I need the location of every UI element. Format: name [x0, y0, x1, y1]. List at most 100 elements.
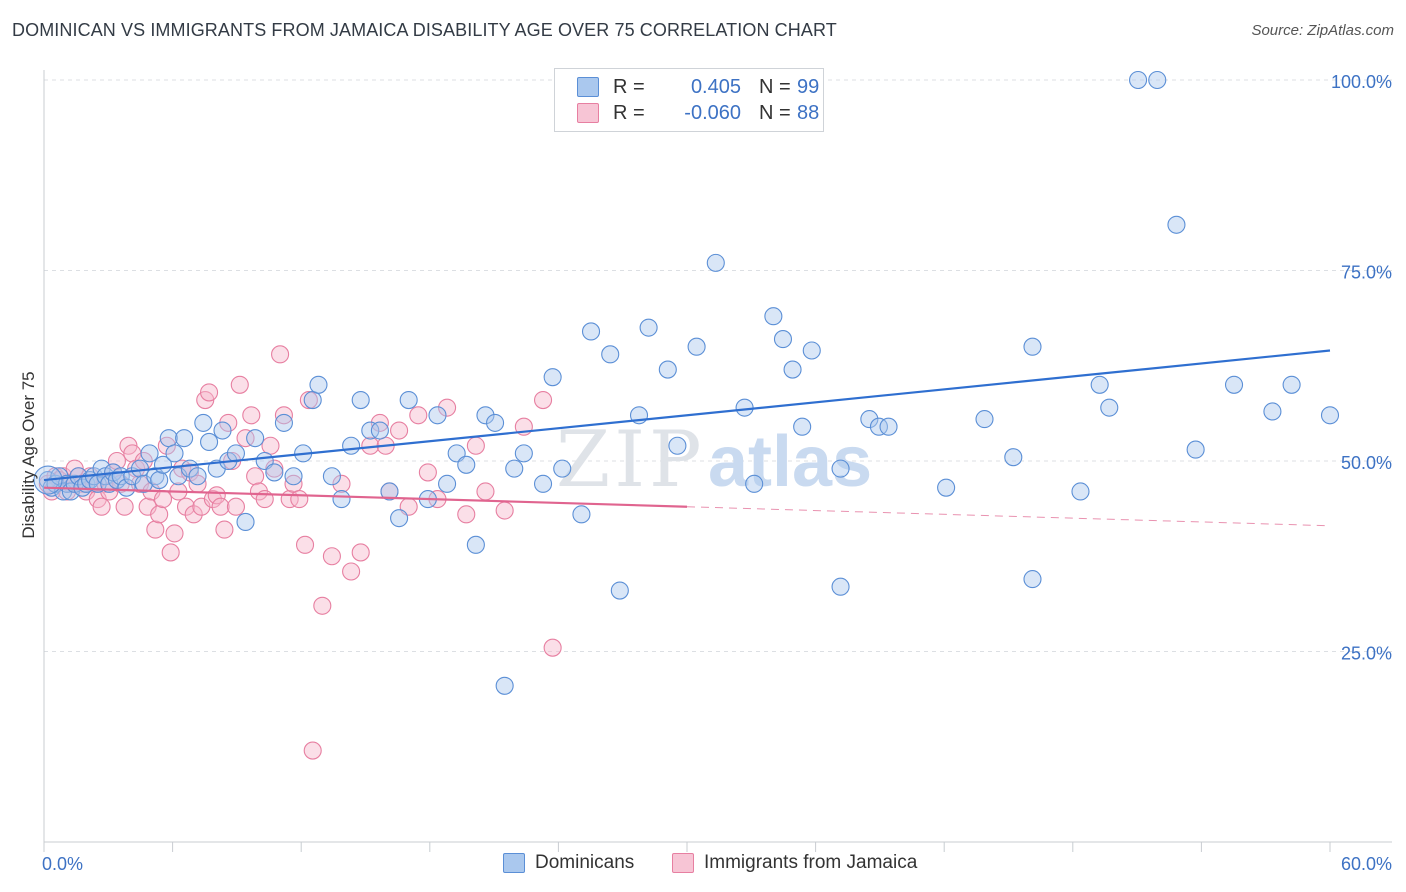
jamaica-point — [265, 459, 284, 478]
jamaica-point — [533, 390, 553, 410]
legend-n-label: N = — [759, 75, 791, 98]
dominican-point — [553, 459, 572, 478]
stats-legend: R = 0.405 N = 99 R = -0.060 N = 88 — [554, 68, 824, 132]
jamaica-point — [184, 505, 203, 524]
trend-lines — [43, 349, 1331, 527]
dominican-point — [213, 421, 232, 440]
dominican-point — [438, 474, 457, 493]
dominican-point — [265, 463, 284, 482]
dominican-point — [975, 410, 994, 429]
dominican-point — [380, 482, 399, 501]
jamaica-point — [274, 406, 293, 425]
jamaica-point — [215, 520, 234, 539]
series-dominicans — [33, 70, 1340, 695]
y-tick-label: 100.0% — [1331, 72, 1392, 92]
jamaica-point — [418, 463, 437, 482]
jamaica-point — [261, 436, 280, 455]
jamaica-point — [390, 421, 409, 440]
bottom-legend-dominicans: Dominicans — [503, 852, 634, 874]
bottom-legend-jamaica: Immigrants from Jamaica — [672, 852, 917, 874]
chart-title: DOMINICAN VS IMMIGRANTS FROM JAMAICA DIS… — [12, 20, 837, 40]
dominican-point — [764, 307, 783, 326]
jamaica-point — [236, 429, 255, 448]
dominican-point — [533, 474, 553, 493]
x-tick-label: 0.0% — [42, 854, 83, 874]
dominican-point — [188, 467, 207, 486]
dominican-point — [150, 470, 169, 490]
dominican-point — [486, 413, 505, 432]
legend-r-label: R = — [613, 101, 645, 124]
dominican-point — [581, 322, 601, 341]
dominican-point — [236, 512, 255, 532]
dominican-point — [831, 577, 850, 596]
dominican-point — [390, 509, 409, 528]
jamaica-point — [290, 490, 309, 509]
jamaica-point — [176, 497, 196, 516]
dominican-point — [399, 390, 418, 410]
legend-swatch-pink — [577, 103, 599, 123]
gridlines — [44, 79, 1392, 652]
dominican-point — [1090, 375, 1109, 394]
jamaica-point — [313, 596, 332, 615]
watermark-atlas: atlas — [708, 422, 872, 502]
jamaica-point — [165, 524, 184, 543]
jamaica-point — [153, 490, 173, 509]
dominican-point — [937, 478, 956, 497]
dominicans-trend-line — [43, 349, 1331, 482]
tick-labels: 25.0% 50.0% 75.0% 100.0% 0.0% 60.0% — [42, 72, 1392, 874]
jamaica-point — [351, 543, 370, 562]
jamaica-point — [226, 497, 245, 516]
y-tick-label: 50.0% — [1341, 453, 1392, 473]
jamaica-point — [495, 501, 514, 520]
dominican-point — [246, 429, 265, 448]
dominican-point — [706, 253, 725, 272]
dominican-point — [543, 368, 562, 387]
jamaica-point — [146, 520, 165, 539]
dominican-point — [1004, 448, 1023, 467]
jamaica-point — [211, 497, 230, 516]
jamaica-point — [271, 345, 290, 364]
jamaica-point — [303, 741, 322, 760]
watermark: ZIP atlas — [556, 415, 872, 505]
jamaica-point — [230, 375, 249, 394]
dominican-point — [117, 478, 136, 497]
dominican-point — [860, 410, 879, 429]
dominican-point — [309, 375, 328, 394]
dominican-point — [783, 360, 802, 379]
x-tick-label: 60.0% — [1341, 854, 1392, 874]
jamaica-point — [246, 467, 265, 486]
dominican-point — [351, 390, 370, 410]
dominican-point — [1023, 337, 1042, 356]
dominican-point — [1263, 402, 1282, 421]
jamaica-point — [370, 413, 389, 432]
y-axis-label: Disability Age Over 75 — [19, 371, 38, 538]
dominican-point — [342, 436, 361, 455]
jamaica-point — [157, 436, 176, 455]
dominican-point — [284, 467, 303, 486]
jamaica-point — [295, 535, 315, 554]
dominican-point — [332, 490, 351, 509]
y-tick-label: 75.0% — [1341, 263, 1392, 283]
jamaica-point — [299, 390, 318, 410]
dominican-point — [1100, 398, 1119, 417]
jamaica-point — [242, 406, 261, 425]
dominican-point — [476, 406, 495, 425]
dominican-point — [428, 406, 447, 425]
dominican-point — [658, 360, 677, 379]
jamaica-point — [457, 505, 476, 524]
dominican-point — [793, 417, 812, 436]
y-tick-label: 25.0% — [1341, 644, 1392, 664]
dominican-point — [194, 413, 213, 432]
jamaica-point — [438, 398, 457, 417]
legend-n-value: 99 — [797, 75, 820, 98]
jamaica-point — [332, 474, 351, 493]
dominican-point — [601, 345, 620, 364]
jamaica-trend-line-dashed — [686, 506, 1331, 527]
dominican-point — [200, 432, 219, 452]
legend-r-value: 0.405 — [690, 75, 741, 98]
jamaica-point — [150, 505, 169, 524]
dominican-point — [466, 535, 485, 554]
dominican-point — [745, 474, 764, 493]
legend-n-label: N = — [759, 101, 791, 124]
dominican-point — [1148, 70, 1167, 90]
